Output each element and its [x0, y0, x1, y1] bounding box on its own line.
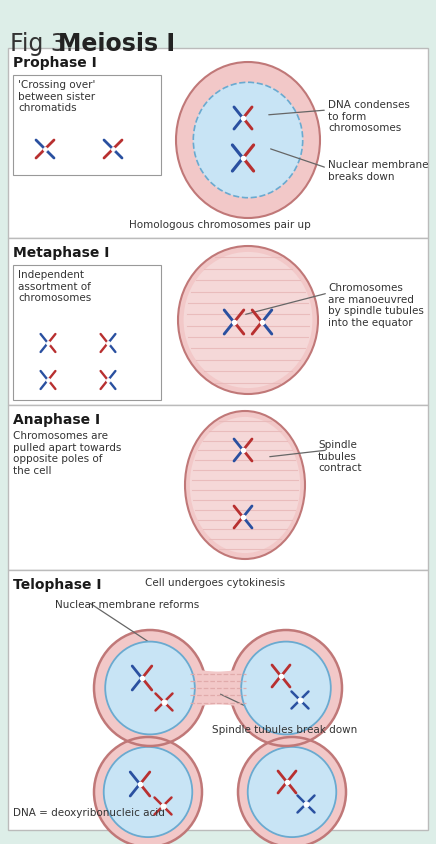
Ellipse shape	[176, 62, 320, 218]
Text: Telophase I: Telophase I	[13, 578, 102, 592]
Text: Cell undergoes cytokinesis: Cell undergoes cytokinesis	[145, 578, 285, 588]
Polygon shape	[187, 666, 249, 710]
Text: Anaphase I: Anaphase I	[13, 413, 100, 427]
Text: Prophase I: Prophase I	[13, 56, 97, 70]
FancyBboxPatch shape	[13, 75, 161, 175]
Ellipse shape	[185, 411, 305, 559]
Ellipse shape	[104, 747, 192, 837]
Text: Nuclear membrane reforms: Nuclear membrane reforms	[55, 600, 199, 610]
Ellipse shape	[190, 417, 300, 553]
Ellipse shape	[178, 246, 318, 394]
FancyBboxPatch shape	[13, 265, 161, 400]
FancyBboxPatch shape	[8, 570, 428, 830]
Ellipse shape	[184, 252, 313, 388]
Text: Homologous chromosomes pair up: Homologous chromosomes pair up	[129, 220, 311, 230]
Ellipse shape	[248, 747, 336, 837]
Text: Spindle
tubules
contract: Spindle tubules contract	[318, 440, 361, 473]
Ellipse shape	[94, 630, 206, 746]
FancyBboxPatch shape	[8, 238, 428, 405]
Ellipse shape	[193, 82, 303, 197]
Text: Chromosomes
are manoeuvred
by spindle tubules
into the equator: Chromosomes are manoeuvred by spindle tu…	[328, 283, 424, 327]
Ellipse shape	[105, 641, 195, 734]
FancyBboxPatch shape	[8, 48, 428, 238]
Text: Chromosomes are
pulled apart towards
opposite poles of
the cell: Chromosomes are pulled apart towards opp…	[13, 431, 121, 476]
Text: Meiosis I: Meiosis I	[58, 32, 175, 56]
Text: Nuclear membrane
breaks down: Nuclear membrane breaks down	[328, 160, 429, 181]
FancyBboxPatch shape	[8, 405, 428, 570]
Text: Spindle tubules break down: Spindle tubules break down	[212, 725, 358, 735]
Ellipse shape	[230, 630, 342, 746]
Text: Metaphase I: Metaphase I	[13, 246, 109, 260]
Text: Fig 3.: Fig 3.	[10, 32, 81, 56]
Text: DNA = deoxyribonucleic acid: DNA = deoxyribonucleic acid	[13, 808, 165, 818]
Ellipse shape	[241, 641, 331, 734]
Ellipse shape	[238, 737, 346, 844]
Text: Independent
assortment of
chromosomes: Independent assortment of chromosomes	[18, 270, 91, 303]
Ellipse shape	[94, 737, 202, 844]
Text: DNA condenses
to form
chromosomes: DNA condenses to form chromosomes	[328, 100, 410, 133]
Polygon shape	[187, 666, 249, 710]
Text: 'Crossing over'
between sister
chromatids: 'Crossing over' between sister chromatid…	[18, 80, 95, 113]
